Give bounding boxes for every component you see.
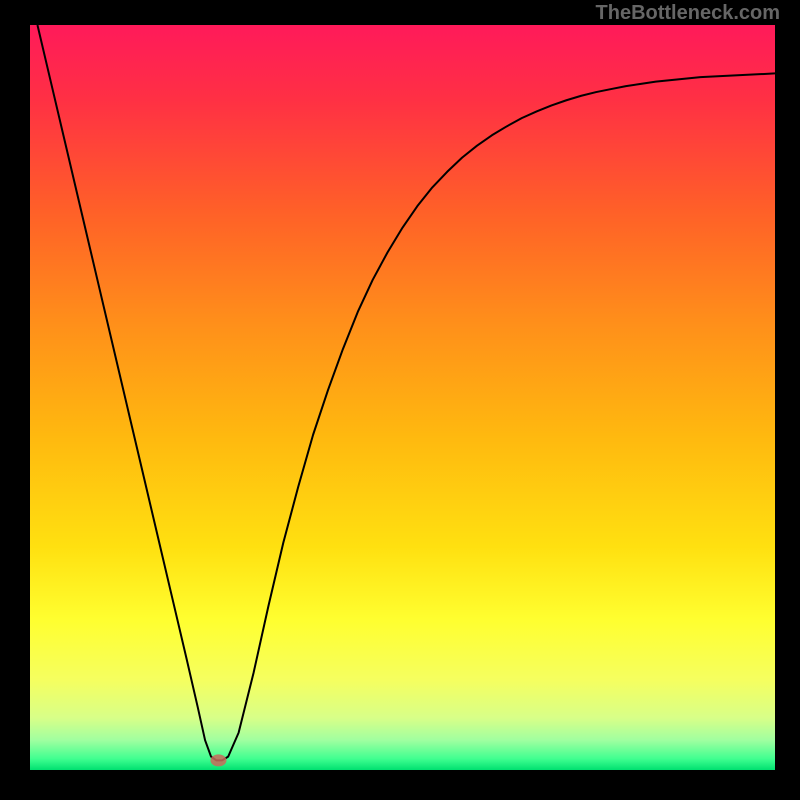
watermark-text: TheBottleneck.com bbox=[596, 2, 780, 25]
plot-area bbox=[30, 25, 775, 770]
bottleneck-chart bbox=[30, 25, 775, 770]
chart-container: TheBottleneck.com bbox=[0, 0, 800, 800]
gradient-background bbox=[30, 25, 775, 770]
optimal-point-marker bbox=[210, 754, 226, 766]
